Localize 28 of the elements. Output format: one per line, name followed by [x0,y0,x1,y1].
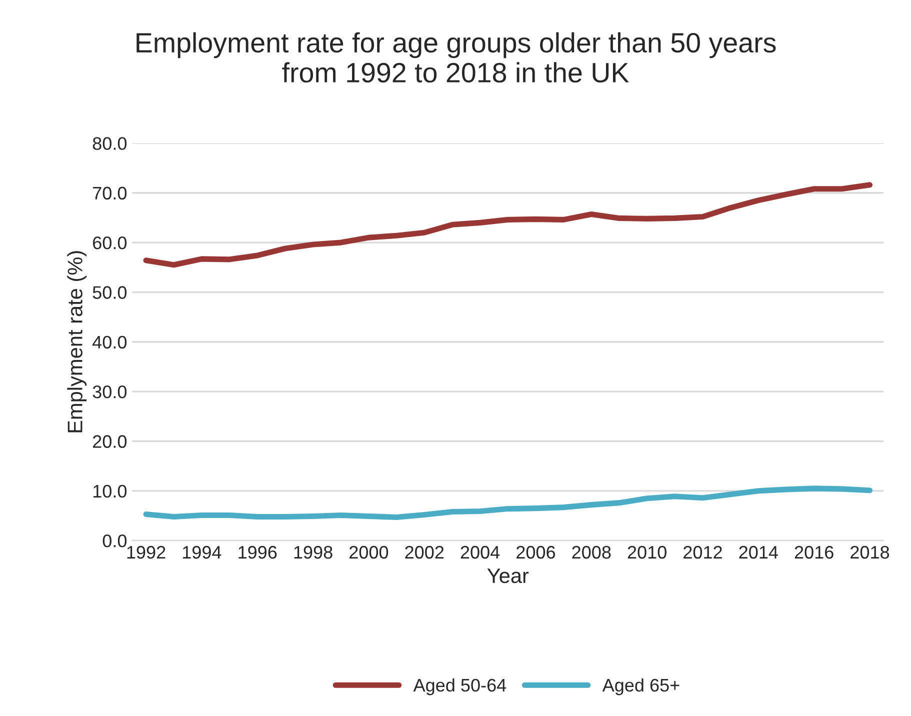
x-tick-label: 2014 [739,546,778,559]
chart-title: Employment rate for age groups older than 50 years from 1992 to 2018 in the UK [136,32,776,83]
x-tick-label: 2018 [850,546,890,559]
x-tick-label: 2008 [572,546,611,559]
y-tick-label: 80.0 [92,137,127,150]
x-tick-label: 2010 [628,546,666,559]
x-tick-label: 1992 [127,546,166,559]
y-tick-label: 70.0 [93,186,127,200]
x-tick-label: 2016 [794,546,834,559]
x-tick-label: 2012 [684,546,722,559]
x-tick-label: 2004 [460,546,500,559]
x-tick-label: 1994 [182,546,222,559]
x-tick-label: 1998 [294,546,332,559]
x-tick-label: 1996 [238,546,277,559]
legend-label: Aged 50-64 [413,678,506,696]
x-tick-label: 2006 [516,546,556,559]
y-tick-label: 20.0 [93,435,127,448]
y-axis-title: Emplyment rate (%) [67,251,87,432]
x-axis-title: Year [487,568,529,584]
y-tick-label: 10.0 [93,484,127,498]
y-tick-label: 50.0 [92,286,127,299]
y-tick-label: 0.0 [102,534,127,548]
legend-label: Aged 65+ [602,678,680,696]
x-tick-label: 2002 [405,546,444,559]
y-tick-label: 40.0 [92,336,127,349]
x-tick-label: 2000 [350,546,388,559]
y-tick-label: 60.0 [93,236,127,250]
y-tick-label: 30.0 [92,385,127,398]
